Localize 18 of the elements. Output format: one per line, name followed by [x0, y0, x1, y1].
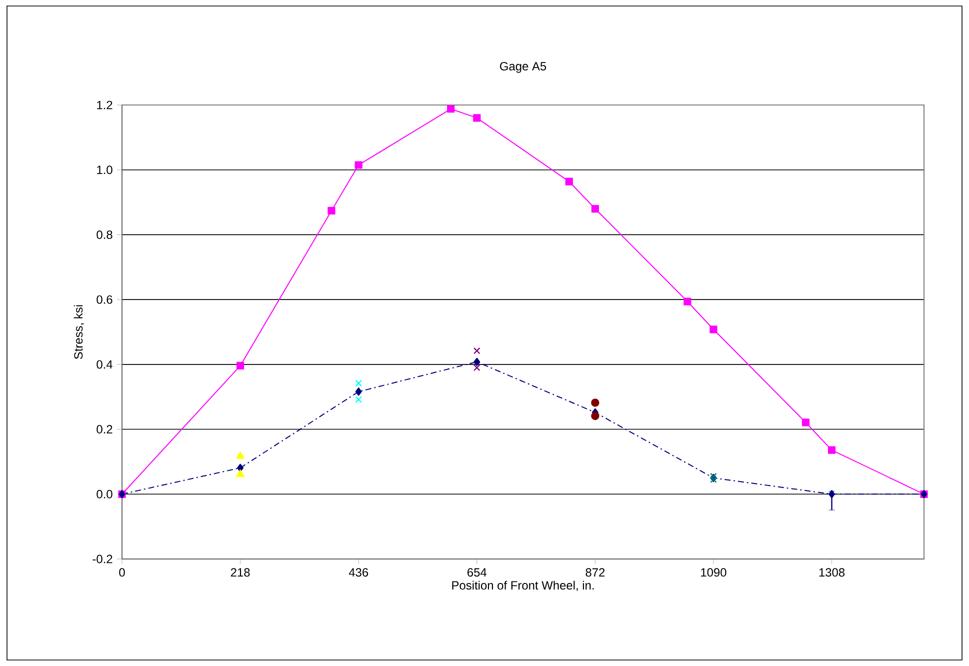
y-tick-label: 0.0 — [96, 490, 112, 498]
y-tick-label: 0.2 — [96, 425, 112, 434]
y-axis-title: Stress, ksi — [74, 305, 84, 360]
y-tick-label: 0.4 — [96, 360, 112, 369]
x-tick-label: 1090 — [701, 568, 726, 577]
y-tick-label: 1.0 — [97, 166, 112, 174]
x-tick-label: 654 — [468, 568, 486, 577]
chart-title: Gage A5 — [500, 62, 546, 73]
x-tick-label: 436 — [348, 568, 368, 577]
x-tick-label: 1308 — [819, 568, 845, 577]
x-tick-label: 0 — [119, 568, 125, 577]
x-axis-title: Position of Front Wheel, in. — [452, 580, 594, 592]
y-tick-label: 1.2 — [97, 100, 112, 110]
x-tick-label: 872 — [586, 568, 605, 577]
y-tick-label: 0.8 — [96, 230, 112, 239]
y-tick-label: 0.6 — [96, 295, 112, 304]
y-tick-label: -0.2 — [92, 554, 112, 564]
x-tick-label: 218 — [230, 568, 250, 577]
